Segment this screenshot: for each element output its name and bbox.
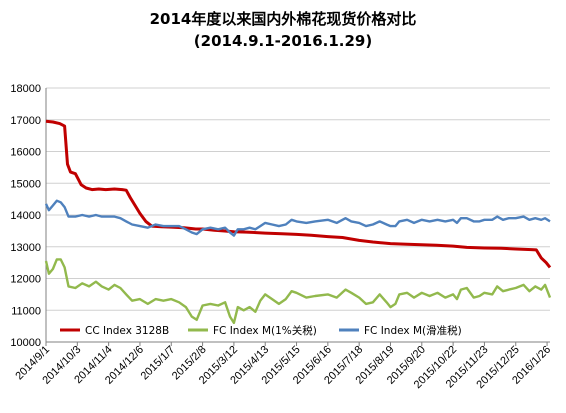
series-line-2	[44, 258, 552, 325]
y-tick-label: 16000	[10, 147, 41, 159]
y-tick-label: 14000	[10, 210, 41, 222]
legend-label: FC Index M(滑准税)	[364, 324, 462, 337]
y-tick-label: 18000	[10, 83, 41, 95]
chart-title: 2014年度以来国内外棉花现货价格对比	[150, 10, 417, 28]
series-line-3	[44, 199, 551, 237]
y-tick-label: 12000	[10, 274, 41, 286]
chart-subtitle: (2014.9.1-2016.1.29)	[194, 32, 372, 50]
y-tick-label: 13000	[10, 242, 41, 254]
axes: 10000 11000 12000 13000 14000 15000 16000 17000…	[10, 83, 553, 391]
legend-label: CC Index 3128B	[85, 325, 169, 337]
series-line-1	[45, 119, 552, 269]
gridlines	[46, 87, 550, 311]
legend-label: FC Index M(1%关税)	[213, 324, 317, 337]
series-lines	[44, 119, 552, 325]
y-tick-label: 11000	[11, 305, 41, 317]
y-tick-label: 15000	[10, 178, 41, 190]
y-tick-label: 17000	[10, 115, 41, 127]
y-tick-label: 10000	[10, 337, 41, 349]
legend: CC Index 3128B FC Index M(1%关税) FC Index M…	[60, 324, 462, 337]
